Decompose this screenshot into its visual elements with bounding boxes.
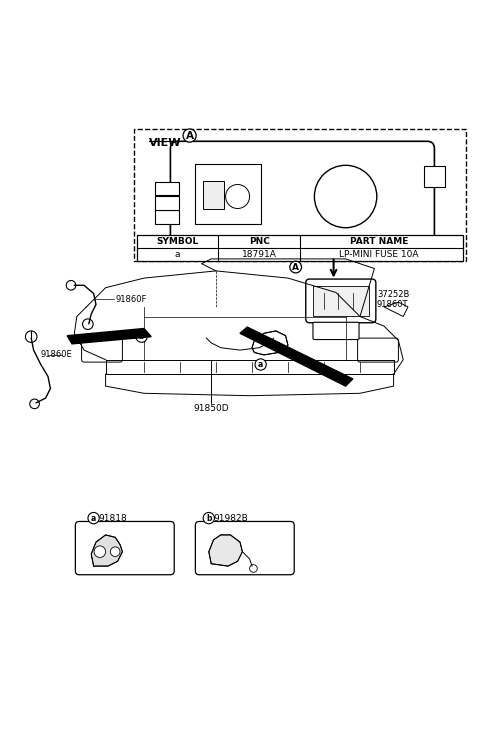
- FancyBboxPatch shape: [82, 338, 122, 362]
- Text: 91818: 91818: [98, 514, 127, 523]
- Text: 91850D: 91850D: [193, 404, 229, 413]
- FancyBboxPatch shape: [203, 181, 224, 209]
- Text: PNC: PNC: [249, 237, 270, 246]
- Text: VIEW: VIEW: [149, 138, 181, 148]
- Text: b: b: [139, 332, 144, 341]
- FancyBboxPatch shape: [195, 164, 261, 225]
- Polygon shape: [91, 535, 122, 566]
- FancyBboxPatch shape: [313, 286, 369, 316]
- Text: PART NAME: PART NAME: [350, 237, 408, 246]
- Text: 91860T: 91860T: [377, 300, 408, 309]
- Bar: [137, 235, 463, 261]
- Polygon shape: [67, 329, 151, 344]
- FancyBboxPatch shape: [264, 238, 295, 257]
- FancyBboxPatch shape: [306, 279, 376, 323]
- Circle shape: [110, 547, 120, 556]
- FancyBboxPatch shape: [155, 196, 179, 210]
- FancyBboxPatch shape: [358, 338, 398, 362]
- FancyBboxPatch shape: [313, 322, 359, 340]
- Polygon shape: [240, 327, 353, 386]
- FancyBboxPatch shape: [195, 521, 294, 574]
- Text: a: a: [258, 360, 263, 369]
- Text: 91860F: 91860F: [115, 295, 146, 304]
- Text: A: A: [186, 130, 193, 141]
- Text: a: a: [175, 250, 180, 260]
- Text: b: b: [206, 514, 212, 523]
- Text: 91982B: 91982B: [213, 514, 248, 523]
- Text: 37252B: 37252B: [377, 290, 409, 300]
- Polygon shape: [384, 302, 408, 316]
- FancyBboxPatch shape: [424, 165, 445, 187]
- FancyBboxPatch shape: [75, 521, 174, 574]
- Text: A: A: [292, 262, 299, 272]
- Text: LP-MINI FUSE 10A: LP-MINI FUSE 10A: [339, 250, 419, 260]
- Text: SYMBOL: SYMBOL: [156, 237, 199, 246]
- FancyBboxPatch shape: [134, 129, 466, 261]
- Text: 18791A: 18791A: [242, 250, 276, 260]
- Text: a: a: [91, 514, 96, 523]
- Text: 91860E: 91860E: [41, 351, 72, 359]
- Polygon shape: [209, 535, 242, 566]
- Polygon shape: [252, 331, 288, 355]
- Circle shape: [94, 546, 106, 558]
- FancyBboxPatch shape: [155, 182, 179, 195]
- FancyBboxPatch shape: [155, 210, 179, 225]
- FancyBboxPatch shape: [170, 141, 434, 249]
